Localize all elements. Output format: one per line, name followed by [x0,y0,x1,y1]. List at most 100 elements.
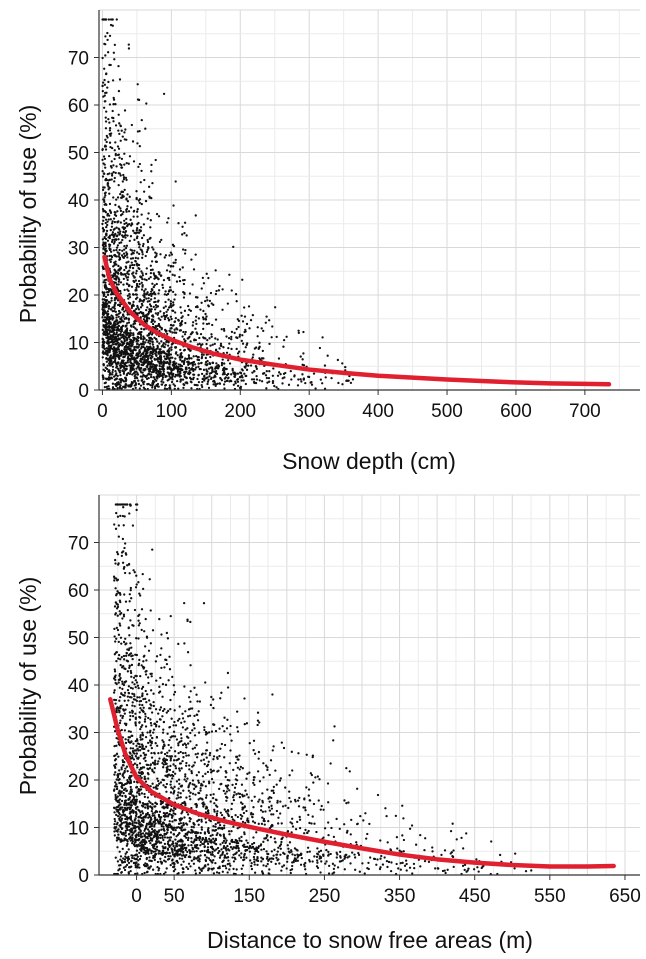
snow-depth-point [237,325,240,329]
snow-depth-point [149,383,152,387]
snow-depth-point [113,352,116,355]
snow-depth-point [108,129,112,132]
snow-depth-point [207,276,210,280]
distance-point [229,846,233,849]
snow-depth-point [117,309,121,313]
snow-depth-point [307,375,310,378]
distance-point [185,735,189,738]
snow-depth-point [134,386,137,390]
snow-depth-point [114,238,118,241]
distance-point [158,822,162,825]
distance-point [402,850,405,853]
distance-point [134,721,137,724]
distance-point [226,718,229,721]
snow-depth-point [119,124,122,127]
distance-point [155,830,159,833]
snow-depth-point [134,297,138,300]
snow-depth-point [103,311,106,315]
distance-point [171,777,174,780]
distance-point [320,860,323,863]
snow-depth-point [261,349,264,353]
distance-point [151,548,154,551]
snow-depth-point [129,206,133,209]
distance-point [252,841,256,845]
distance-point [472,868,476,871]
snow-depth-point [115,278,118,281]
snow-depth-point [189,362,192,365]
snow-depth-point [153,320,156,323]
distance-point [245,809,248,813]
snow-depth-point [274,306,277,309]
distance-point [123,799,127,803]
snow-depth-point [126,205,129,208]
snow-depth-point [151,314,154,317]
snow-depth-point [139,375,142,378]
snow-depth-point [138,387,141,390]
snow-depth-point [163,355,166,358]
snow-depth-point [149,236,152,240]
distance-point [114,577,118,580]
snow-depth-point [141,253,144,256]
snow-depth-point [157,371,160,374]
distance-point [200,818,203,821]
distance-point [113,689,116,692]
snow-depth-point [118,132,121,136]
distance-point [115,808,118,811]
snow-depth-point [145,102,148,105]
distance-point [189,700,192,703]
distance-point [280,822,283,825]
distance-point [190,850,194,853]
distance-point [356,787,359,790]
distance-point [221,850,225,854]
snow-depth-point [125,197,128,200]
snow-depth-point [189,340,192,343]
snow-depth-point [137,252,141,256]
snow-depth-point [200,372,204,376]
distance-point [186,619,189,623]
distance-point [139,829,142,832]
snow-depth-point [166,221,169,224]
snow-depth-point [140,302,144,306]
snow-depth-point [211,361,214,364]
snow-depth-point [209,344,212,347]
distance-point [125,856,128,859]
distance-point [185,796,188,799]
distance-point [331,862,335,865]
distance-point [148,767,152,770]
distance-point [193,686,196,689]
snow-depth-point [122,277,125,281]
snow-depth-point [282,345,285,348]
snow-depth-point [214,292,218,296]
snow-depth-point [168,375,171,378]
snow-depth-point [235,300,238,303]
distance-point [224,846,227,850]
snow-depth-point [117,89,121,93]
snow-depth-point [220,379,224,382]
snow-depth-point [102,199,106,202]
snow-depth-point [110,296,113,300]
snow-depth-point [146,240,150,244]
snow-depth-point [165,310,168,314]
snow-depth-point [184,330,187,334]
snow-depth-point [109,23,113,27]
snow-depth-point [148,299,151,303]
snow-depth-point [138,267,141,271]
snow-depth-point [119,330,123,334]
distance-point [366,867,369,870]
distance-point [368,822,371,826]
distance-point [173,846,177,850]
snow-depth-point [299,378,302,381]
snow-depth-point [108,348,111,351]
snow-depth-point [167,276,171,279]
distance-point [148,699,151,702]
snow-depth-point [153,308,157,311]
snow-depth-point [123,188,126,192]
distance-point [153,858,156,862]
distance-point [230,807,233,811]
snow-depth-point [245,368,249,371]
distance-point [262,762,265,765]
snow-depth-point [166,332,169,336]
distance-point [166,836,169,839]
distance-point [408,866,412,869]
distance-point [174,838,177,841]
